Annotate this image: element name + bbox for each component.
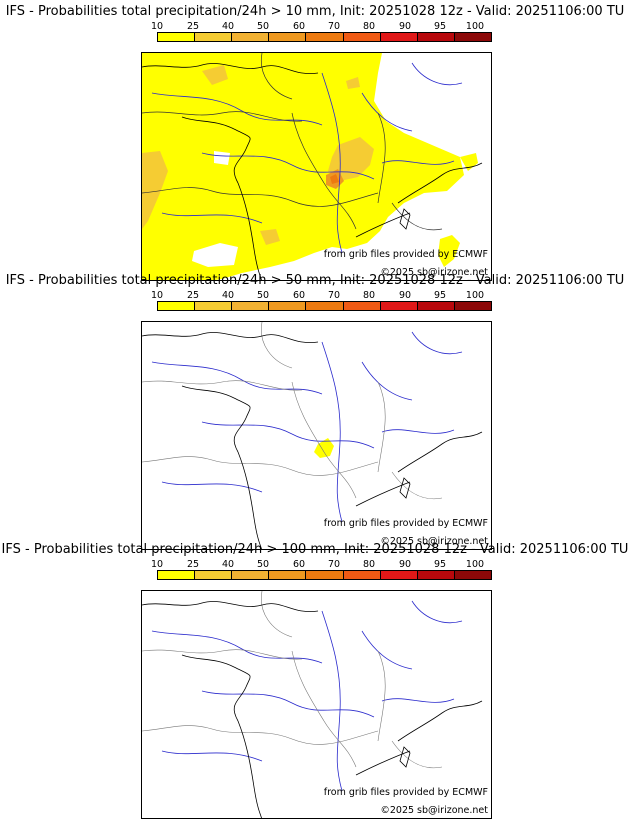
precipitation-map: from grib files provided by ECMWF ©2025 …	[141, 321, 492, 550]
colorbar-segment	[158, 302, 196, 310]
probability-field	[142, 53, 478, 280]
river-lines	[151, 600, 463, 792]
tick-label: 10	[150, 290, 164, 301]
colorbar-segment	[380, 302, 418, 310]
colorbar-segment	[158, 33, 196, 41]
tick-label: 80	[362, 21, 376, 32]
colorbar-segment	[454, 33, 491, 41]
colorbar-ticks: 10 25 40 50 60 70 80 90 95 100	[141, 21, 501, 33]
colorbar-segment	[343, 302, 381, 310]
colorbar-segment	[232, 302, 270, 310]
colorbar-segment	[380, 33, 418, 41]
tick-label: 100	[465, 290, 485, 301]
colorbar-segment	[380, 571, 418, 579]
tick-label: 70	[327, 21, 341, 32]
data-credit: from grib files provided by ECMWF	[323, 518, 488, 529]
panel-title: IFS - Probabilities total precipitation/…	[5, 4, 625, 19]
colorbar-ticks: 10 25 40 50 60 70 80 90 95 100	[141, 559, 501, 571]
tick-label: 95	[433, 290, 447, 301]
colorbar-segment	[269, 33, 307, 41]
colorbar-segment	[417, 33, 455, 41]
river-lines	[151, 331, 463, 523]
tick-label: 90	[398, 21, 412, 32]
tick-label: 80	[362, 559, 376, 570]
panel-title: IFS - Probabilities total precipitation/…	[1, 542, 629, 557]
coastlines	[142, 601, 483, 818]
tick-label: 80	[362, 290, 376, 301]
colorbar	[157, 301, 492, 311]
tick-label: 70	[327, 290, 341, 301]
tick-label: 25	[186, 21, 200, 32]
map-canvas	[142, 591, 483, 818]
map-panel-10mm: IFS - Probabilities total precipitation/…	[0, 4, 630, 281]
precipitation-map: from grib files provided by ECMWF ©2025 …	[141, 52, 492, 281]
colorbar-segment	[195, 33, 233, 41]
tick-label: 90	[398, 290, 412, 301]
tick-label: 70	[327, 559, 341, 570]
colorbar-segment	[417, 302, 455, 310]
colorbar	[157, 32, 492, 42]
colorbar	[157, 570, 492, 580]
copyright-credit: ©2025 sb@irizone.net	[380, 267, 488, 278]
probability-field	[314, 438, 334, 458]
colorbar-segment	[158, 571, 196, 579]
border-lines	[142, 53, 443, 231]
tick-label: 25	[186, 559, 200, 570]
tick-label: 90	[398, 559, 412, 570]
colorbar-segment	[343, 33, 381, 41]
panel-title: IFS - Probabilities total precipitation/…	[5, 273, 625, 288]
tick-label: 25	[186, 290, 200, 301]
colorbar-segment	[454, 302, 491, 310]
tick-label: 50	[256, 559, 270, 570]
tick-label: 10	[150, 21, 164, 32]
tick-label: 60	[292, 21, 306, 32]
tick-label: 60	[292, 290, 306, 301]
tick-label: 40	[221, 290, 235, 301]
precipitation-map: from grib files provided by ECMWF ©2025 …	[141, 590, 492, 819]
tick-label: 100	[465, 21, 485, 32]
tick-label: 10	[150, 559, 164, 570]
colorbar-segment	[195, 302, 233, 310]
tick-label: 95	[433, 559, 447, 570]
tick-label: 50	[256, 290, 270, 301]
map-canvas	[142, 322, 483, 549]
colorbar-segment	[306, 302, 344, 310]
tick-label: 95	[433, 21, 447, 32]
coastlines	[142, 63, 483, 280]
river-lines	[151, 62, 463, 254]
colorbar-segment	[232, 33, 270, 41]
tick-label: 40	[221, 559, 235, 570]
tick-label: 50	[256, 21, 270, 32]
colorbar-segment	[417, 571, 455, 579]
colorbar-segment	[306, 33, 344, 41]
map-canvas	[142, 53, 483, 280]
colorbar-segment	[306, 571, 344, 579]
colorbar-segment	[232, 571, 270, 579]
colorbar-segment	[343, 571, 381, 579]
colorbar-ticks: 10 25 40 50 60 70 80 90 95 100	[141, 290, 501, 302]
colorbar-segment	[269, 302, 307, 310]
copyright-credit: ©2025 sb@irizone.net	[380, 805, 488, 816]
tick-label: 60	[292, 559, 306, 570]
copyright-credit: ©2025 sb@irizone.net	[380, 536, 488, 547]
colorbar-segment	[454, 571, 491, 579]
coastlines	[142, 332, 483, 549]
map-panel-50mm: IFS - Probabilities total precipitation/…	[0, 273, 630, 550]
data-credit: from grib files provided by ECMWF	[323, 787, 488, 798]
tick-label: 100	[465, 559, 485, 570]
map-panel-100mm: IFS - Probabilities total precipitation/…	[0, 542, 630, 819]
border-lines	[142, 322, 443, 500]
border-lines	[142, 591, 443, 769]
colorbar-segment	[195, 571, 233, 579]
data-credit: from grib files provided by ECMWF	[323, 249, 488, 260]
tick-label: 40	[221, 21, 235, 32]
colorbar-segment	[269, 571, 307, 579]
